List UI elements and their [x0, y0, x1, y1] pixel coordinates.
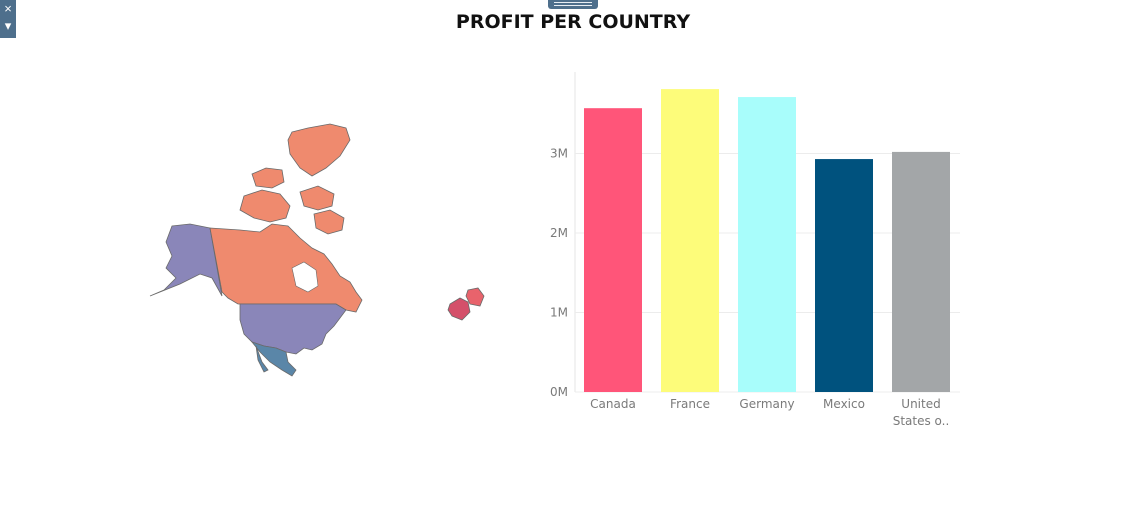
- bar[interactable]: [584, 108, 642, 392]
- map-country-france: [447, 297, 471, 321]
- map-canada[interactable]: [209, 123, 363, 313]
- map-country-us-alaska: [149, 223, 223, 297]
- y-tick-label: 0M: [550, 385, 568, 399]
- close-icon[interactable]: ×: [4, 1, 12, 16]
- y-tick-label: 3M: [550, 147, 568, 161]
- y-tick-label: 2M: [550, 226, 568, 240]
- y-tick-label: 1M: [550, 306, 568, 320]
- map-mexico[interactable]: [250, 341, 297, 377]
- chevron-down-icon[interactable]: ▾: [4, 18, 12, 33]
- x-tick-label: France: [670, 397, 710, 411]
- drag-handle[interactable]: [548, 0, 598, 9]
- bar[interactable]: [738, 97, 796, 393]
- bar[interactable]: [661, 89, 719, 392]
- x-tick-label: Germany: [739, 397, 794, 411]
- bar[interactable]: [892, 151, 950, 392]
- map-alaska[interactable]: [149, 223, 223, 297]
- map-canada-islands: [239, 123, 351, 235]
- bar[interactable]: [815, 159, 873, 392]
- floating-controls: × ▾: [0, 0, 16, 38]
- map-hudson-bay: [291, 261, 319, 293]
- x-tick-label: United: [901, 397, 940, 411]
- x-tick-label: Mexico: [823, 397, 865, 411]
- x-tick-label: Canada: [590, 397, 636, 411]
- x-tick-label: States o..: [893, 414, 950, 428]
- dashboard-title: PROFIT PER COUNTRY: [455, 11, 691, 33]
- map-country-mexico: [250, 341, 297, 377]
- map-country-germany: [465, 287, 485, 307]
- map-europe[interactable]: [447, 287, 485, 321]
